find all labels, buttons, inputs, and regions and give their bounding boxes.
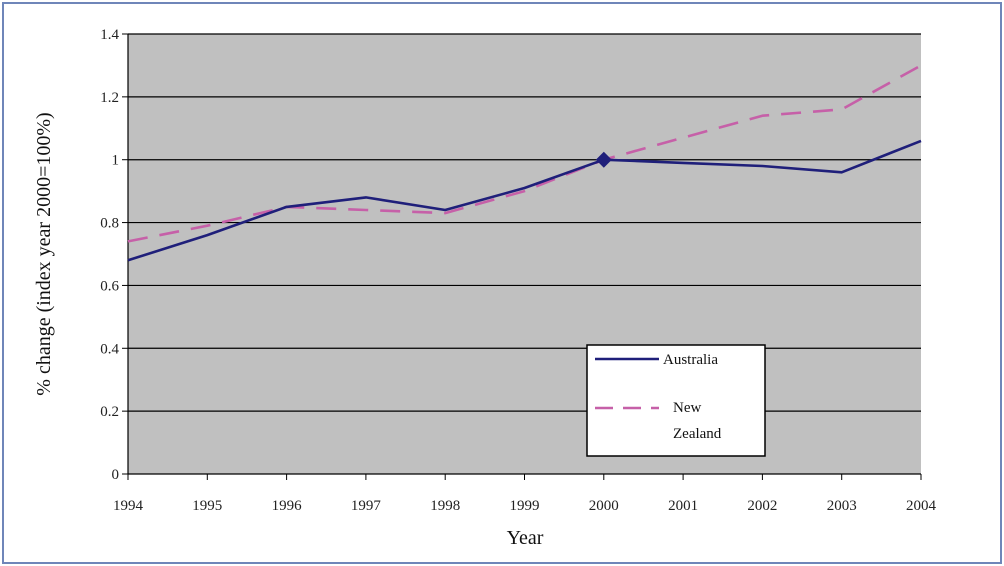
legend-label-australia: Australia [663,352,718,368]
x-tick-label: 1994 [113,498,144,514]
y-tick-label: 0.6 [100,278,119,294]
legend-label-new-zealand-line2: Zealand [673,426,722,442]
legend: Australia New Zealand [586,344,766,457]
x-tick-label: 2000 [589,498,619,514]
y-tick-label: 0 [112,467,120,483]
x-tick-label: 2003 [827,498,857,514]
x-tick-label: 1996 [272,498,303,514]
x-tick-label: 2004 [906,498,937,514]
series-line-new-zealand [127,64,922,243]
y-axis-title: % change (index year 2000=100%) [33,112,55,395]
x-tick-label: 1997 [351,498,382,514]
x-tick-label: 1998 [430,498,460,514]
x-tick-label: 1999 [510,498,540,514]
data-marker-australia [595,151,612,168]
line-chart: 00.20.40.60.811.21.4 1994 1995 1996 1997 199… [33,27,937,549]
y-tick-label: 0.2 [100,404,119,420]
gridlines [128,33,921,412]
y-tick-label: 0.8 [100,216,119,232]
x-axis-ticks: 1994 1995 1996 1997 1998 1999 2000 2001 2002 2003… [113,474,937,514]
x-tick-label: 2001 [668,498,698,514]
y-tick-label: 0.4 [100,341,119,357]
series-lines [127,64,922,262]
series-line-australia [127,139,922,262]
legend-label-new-zealand-line1: New [673,400,701,416]
x-tick-label: 1995 [192,498,222,514]
x-axis-title: Year [507,527,544,549]
plot-area [128,34,921,474]
y-tick-label: 1 [112,153,120,169]
y-tick-label: 1.4 [100,27,119,43]
x-tick-label: 2002 [747,498,777,514]
legend-box [586,344,766,457]
y-axis-ticks: 0 0.2 0.4 0.6 0.8 1 1.2 1.4 [100,27,128,483]
y-tick-label: 1.2 [100,90,119,106]
